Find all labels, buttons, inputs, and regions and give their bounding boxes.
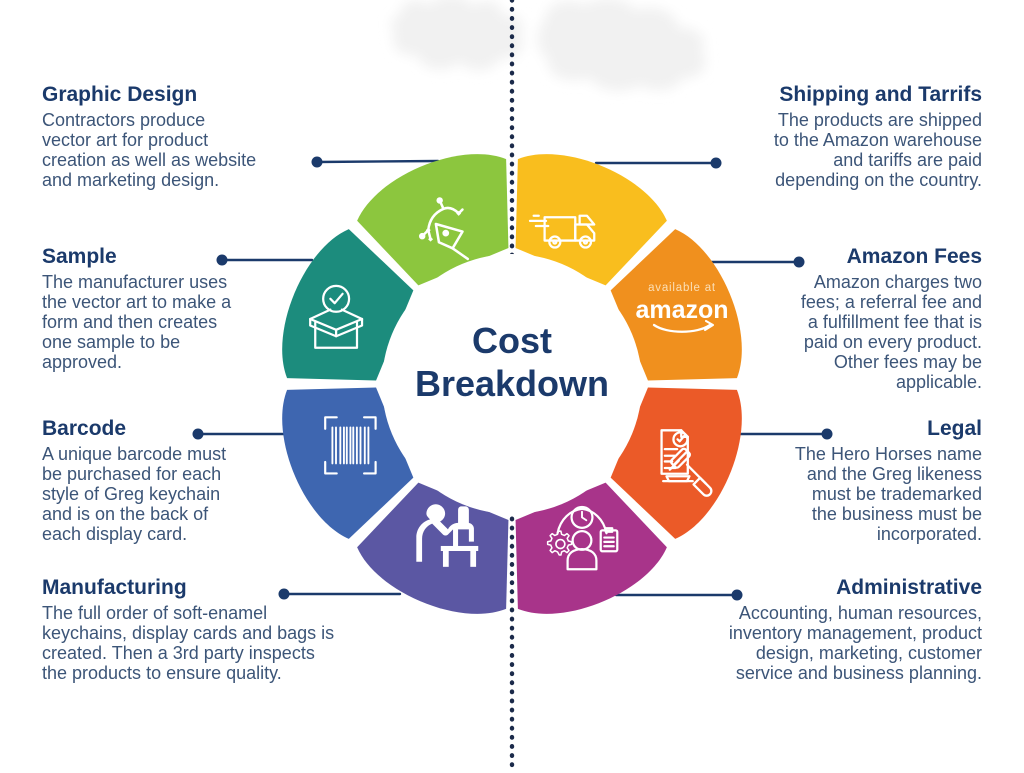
svg-text:Breakdown: Breakdown	[415, 363, 609, 404]
svg-text:Cost: Cost	[472, 320, 552, 361]
